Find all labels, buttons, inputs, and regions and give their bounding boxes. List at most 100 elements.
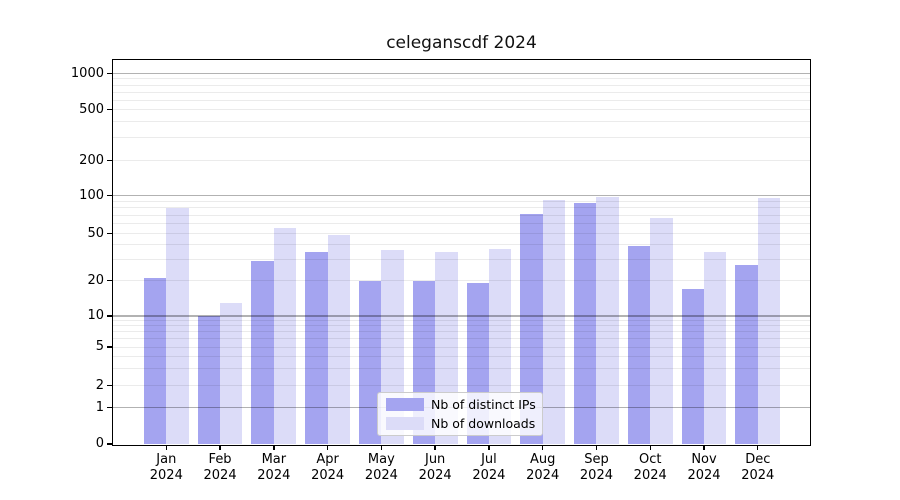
gridline-major-100 <box>113 194 810 197</box>
bar-downloads-dec <box>757 198 781 444</box>
gridline-minor-5 <box>113 346 810 348</box>
x-tick-oct <box>649 445 651 450</box>
gridline-minor-4 <box>113 355 810 357</box>
gridline-minor-200 <box>113 160 810 161</box>
x-tick-month: Mar <box>261 452 287 467</box>
bar-downloads-apr <box>327 234 350 444</box>
x-tick-year: 2024 <box>311 468 345 483</box>
x-tick-year: 2024 <box>633 468 667 483</box>
legend-swatch-1 <box>386 417 424 430</box>
gridline-major-1000 <box>113 72 810 75</box>
x-tick-label-jan: Jan 2024 <box>135 452 197 484</box>
gridline-minor-6 <box>113 338 810 340</box>
bar-downloads-sep <box>596 196 619 444</box>
x-tick-year: 2024 <box>526 468 560 483</box>
gridline-minor-600 <box>113 99 810 101</box>
bar-distinct-ips-may <box>358 280 382 444</box>
x-tick-label-aug: Aug 2024 <box>512 452 574 484</box>
bar-distinct-ips-dec <box>735 265 758 444</box>
x-tick-apr <box>326 445 329 450</box>
x-tick-month: Dec <box>745 452 771 467</box>
gridline-minor-40 <box>113 244 810 246</box>
y-tick-100 <box>106 194 112 197</box>
legend-swatch-0 <box>386 398 424 411</box>
x-tick-year: 2024 <box>472 468 506 483</box>
bar-distinct-ips-sep <box>574 202 597 444</box>
x-tick-label-oct: Oct 2024 <box>619 452 681 484</box>
gridline-minor-8 <box>113 325 810 327</box>
gridline-major-10 <box>113 315 810 317</box>
legend: Nb of distinct IPs Nb of downloads <box>377 392 543 436</box>
x-tick-month: May <box>367 452 395 467</box>
bar-distinct-ips-mar <box>251 261 274 444</box>
gridline-minor-3 <box>113 367 810 369</box>
x-tick-month: Nov <box>691 452 717 467</box>
y-tick-50 <box>106 232 112 235</box>
y-tick-label-50: 50 <box>87 225 104 241</box>
bar-downloads-mar <box>273 228 297 444</box>
x-tick-month: Oct <box>638 452 662 467</box>
gridline-minor-500 <box>113 109 810 110</box>
x-tick-month: Jul <box>481 452 497 467</box>
bar-distinct-ips-feb <box>197 316 221 444</box>
y-tick-label-2: 2 <box>95 377 104 393</box>
x-tick-may <box>380 445 383 450</box>
x-tick-jul <box>488 445 490 450</box>
y-tick-label-1: 1 <box>95 399 104 415</box>
gridline-minor-700 <box>113 91 810 93</box>
gridline-minor-70 <box>113 214 810 216</box>
gridline-minor-80 <box>113 207 810 209</box>
y-tick-label-200: 200 <box>79 152 104 168</box>
x-tick-feb <box>219 445 221 450</box>
bar-distinct-ips-oct <box>627 246 651 444</box>
y-tick-500 <box>106 108 112 111</box>
gridline-minor-30 <box>113 259 810 261</box>
gridline-minor-800 <box>113 84 810 86</box>
x-tick-aug <box>541 445 544 450</box>
x-tick-label-jun: Jun 2024 <box>404 452 466 484</box>
x-tick-month: Jun <box>424 452 446 467</box>
x-tick-year: 2024 <box>364 468 398 483</box>
gridline-minor-60 <box>113 223 810 224</box>
x-tick-year: 2024 <box>687 468 721 483</box>
y-tick-1 <box>106 406 112 409</box>
legend-item-1: Nb of downloads <box>386 414 536 433</box>
y-tick-label-10: 10 <box>87 308 104 323</box>
x-tick-label-sep: Sep 2024 <box>565 452 627 484</box>
x-tick-jun <box>434 445 436 450</box>
gridline-minor-900 <box>113 78 810 80</box>
x-tick-label-jul: Jul 2024 <box>458 452 520 484</box>
x-tick-dec <box>757 445 759 450</box>
x-tick-month: Apr <box>316 452 339 467</box>
x-tick-month: Aug <box>529 452 556 467</box>
bar-downloads-feb <box>220 302 243 444</box>
bar-downloads-oct <box>650 218 673 444</box>
y-tick-5 <box>106 346 112 348</box>
gridline-minor-7 <box>113 331 810 333</box>
y-tick-label-1000: 1000 <box>70 65 104 81</box>
chart-title: celeganscdf 2024 <box>386 33 537 53</box>
gridline-minor-90 <box>113 200 810 202</box>
bar-downloads-nov <box>704 251 727 444</box>
x-tick-month: Sep <box>584 452 609 467</box>
x-tick-year: 2024 <box>579 468 613 483</box>
x-tick-label-feb: Feb 2024 <box>189 452 251 484</box>
x-tick-year: 2024 <box>149 468 183 483</box>
x-tick-mar <box>273 445 275 450</box>
bar-distinct-ips-nov <box>681 288 704 444</box>
x-tick-label-dec: Dec 2024 <box>727 452 789 484</box>
x-tick-nov <box>703 445 705 450</box>
y-tick-label-100: 100 <box>79 187 104 203</box>
x-tick-jan <box>165 445 167 450</box>
gridline-minor-300 <box>113 137 810 139</box>
y-tick-10 <box>106 315 112 317</box>
x-tick-year: 2024 <box>418 468 452 483</box>
y-tick-2 <box>106 384 112 387</box>
y-tick-20 <box>106 279 112 282</box>
gridline-minor-400 <box>113 121 810 123</box>
bar-distinct-ips-jan <box>143 277 167 444</box>
y-tick-1000 <box>106 72 112 75</box>
y-tick-label-5: 5 <box>95 339 104 354</box>
x-tick-label-apr: Apr 2024 <box>297 452 359 484</box>
